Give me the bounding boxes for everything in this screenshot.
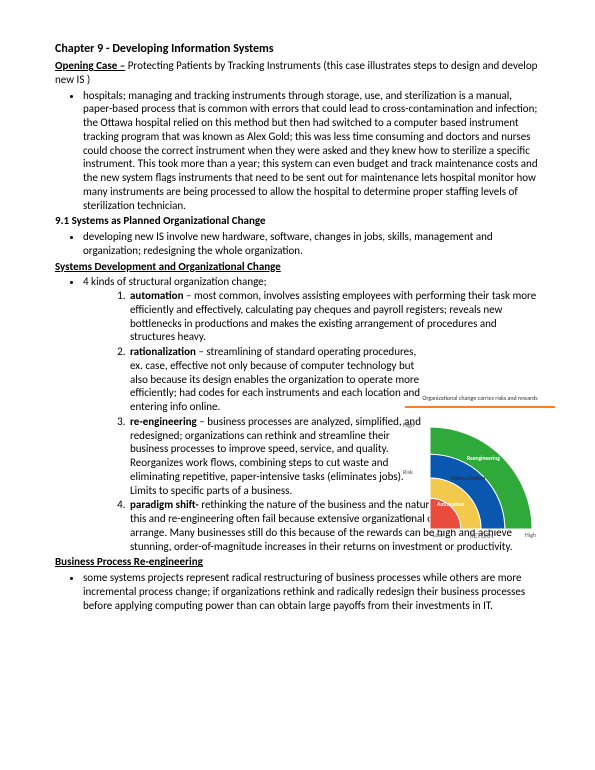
section-9-1-heading: 9.1 Systems as Planned Organizational Ch…	[55, 214, 540, 228]
opening-case-label: Opening Case –	[55, 59, 125, 72]
sdoc-heading: Systems Development and Organizational C…	[55, 260, 540, 274]
axis-y-low: Low	[403, 514, 413, 522]
rest-automation: – most common, involves assisting employ…	[130, 289, 536, 343]
seg-label-reeng: Reengineering	[467, 456, 500, 463]
term-automation: automation	[130, 289, 184, 302]
axis-x-return: RETURN	[470, 532, 493, 541]
sdoc-item-3: re-engineering – business processes are …	[128, 415, 428, 498]
chart-rule	[405, 406, 555, 408]
term-reengineering: re-engineering	[130, 415, 197, 428]
sdoc-item-2: rationalization – streamlining of standa…	[128, 345, 428, 414]
section-9-1-bullet: developing new IS involve new hardware, …	[83, 230, 540, 258]
chart-caption: Organizational change carries risks and …	[405, 395, 555, 403]
term-paradigm: paradigm shift-	[130, 498, 199, 511]
axis-y-high: High	[403, 422, 414, 430]
bpr-bullet: some systems projects represent radical …	[83, 571, 540, 612]
seg-label-rational: Rationalization	[451, 476, 485, 483]
sdoc-intro-text: 4 kinds of structural organization chang…	[83, 275, 267, 288]
axis-x-low: Low	[433, 532, 443, 540]
sdoc-item-1: automation – most common, involves assis…	[128, 289, 540, 344]
chapter-title: Chapter 9 - Developing Information Syste…	[55, 42, 540, 57]
opening-case-line: Opening Case – Protecting Patients by Tr…	[55, 59, 540, 87]
term-rationalization: rationalization	[130, 345, 196, 358]
seg-label-paradigm: Paradigm Shifts	[483, 434, 518, 441]
risk-return-chart: Organizational change carries risks and …	[405, 395, 555, 555]
opening-case-tail: Protecting Patients by Tracking Instrume…	[55, 59, 537, 86]
axis-x-high: High	[525, 532, 536, 540]
bpr-heading: Business Process Re-engineering	[55, 555, 540, 569]
axis-y-risk: Risk	[403, 469, 413, 477]
seg-label-auto: Automation	[437, 502, 464, 509]
opening-case-bullet: hospitals; managing and tracking instrum…	[83, 89, 540, 213]
